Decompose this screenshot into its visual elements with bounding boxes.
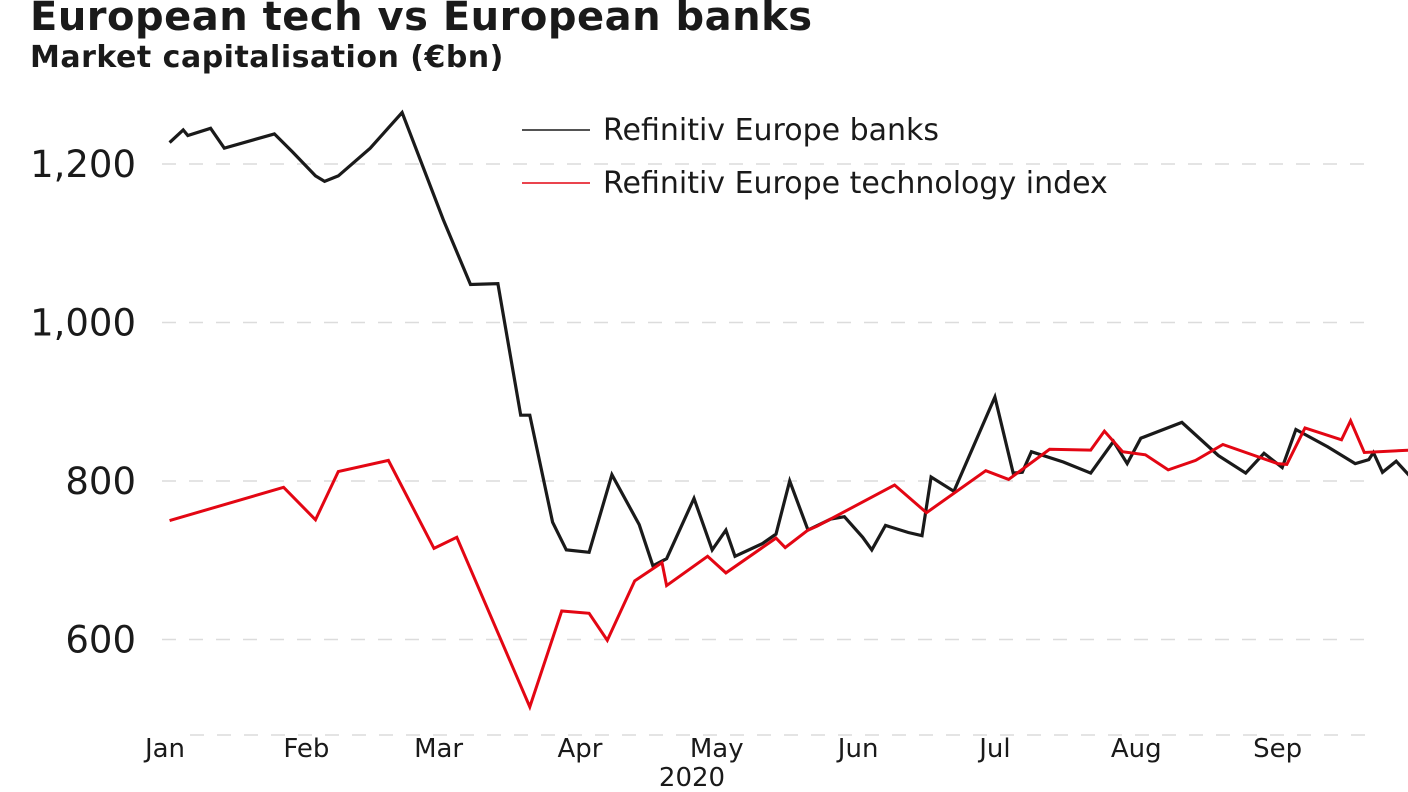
series-line-technology (169, 417, 1408, 712)
x-tick-label: Jul (977, 734, 1010, 764)
legend: Refinitiv Europe banks Refinitiv Europe t… (522, 113, 1108, 201)
x-tick-label: Feb (283, 734, 329, 764)
gridlines (162, 163, 1372, 736)
series-lines (168, 109, 1408, 712)
y-tick-label: 600 (65, 619, 136, 662)
legend-label: Refinitiv Europe banks (603, 113, 939, 148)
x-tick-label: Mar (414, 734, 463, 764)
y-tick-label: 1,000 (30, 302, 136, 345)
x-tick-label: Apr (557, 734, 602, 764)
x-tick-label: Jun (836, 734, 879, 764)
chart-title: European tech vs European banks (30, 0, 813, 40)
x-tick-label: Sep (1253, 734, 1302, 764)
legend-label: Refinitiv Europe technology index (603, 166, 1108, 201)
x-tick-label: Jan (143, 734, 185, 764)
x-axis: Jan Feb Mar Apr May Jun Jul Aug Sep (143, 734, 1302, 764)
x-tick-label: Aug (1111, 734, 1162, 764)
chart-subtitle: Market capitalisation (€bn) (30, 40, 504, 75)
y-axis: 600 800 1,000 1,200 (30, 143, 136, 662)
x-axis-label: 2020 (659, 763, 725, 792)
y-tick-label: 1,200 (30, 143, 136, 186)
x-tick-label: May (690, 734, 744, 764)
y-tick-label: 800 (65, 460, 136, 503)
